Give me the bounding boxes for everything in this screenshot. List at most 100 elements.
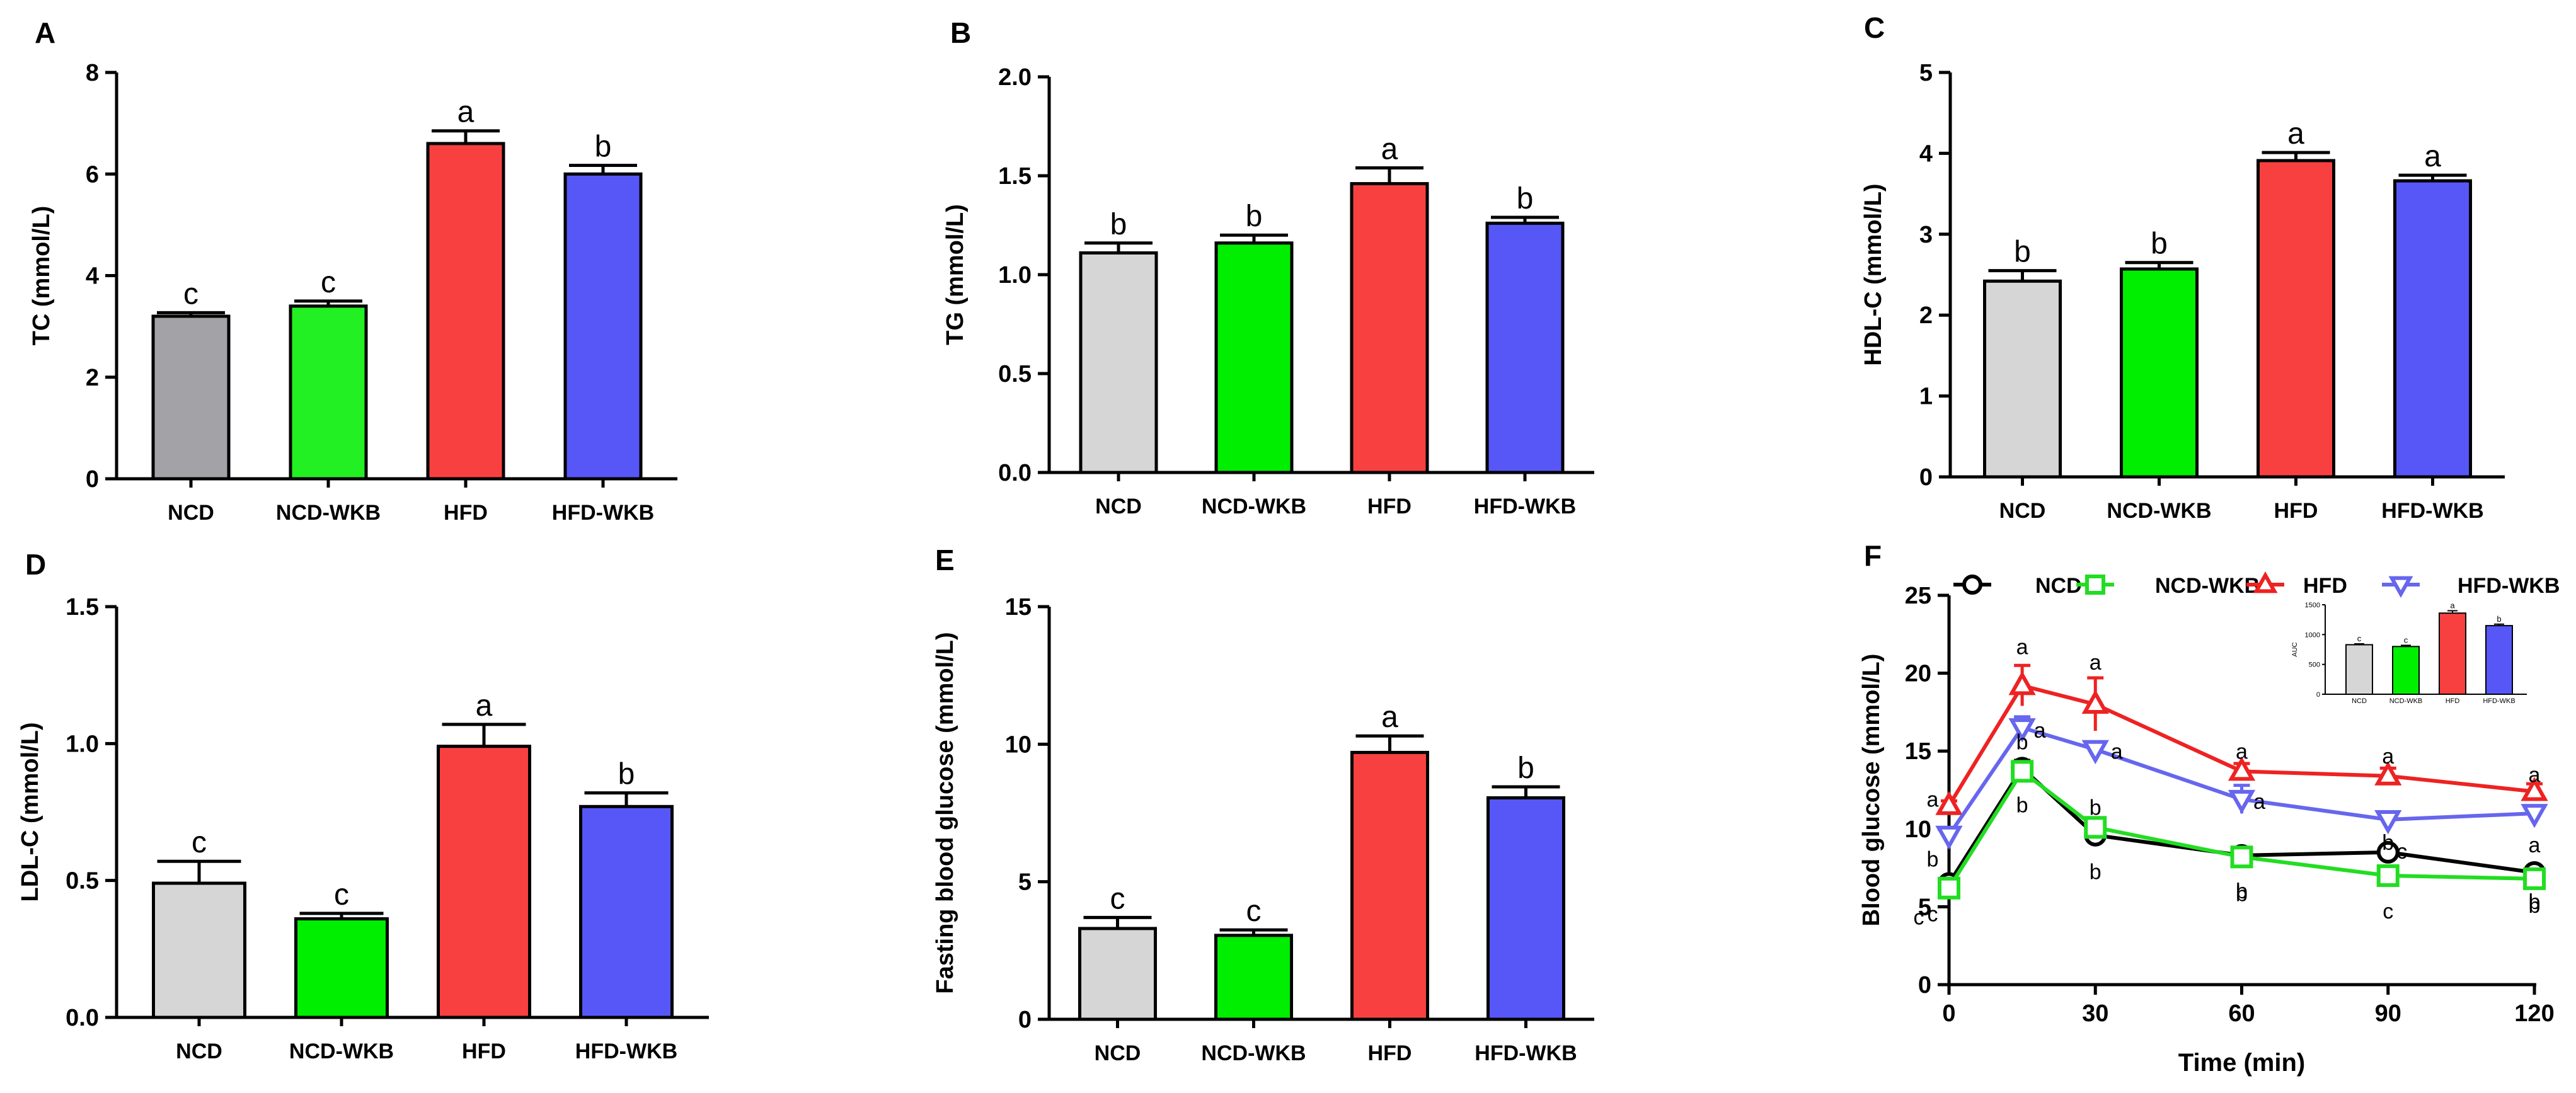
significance-letter-hfd: a — [2090, 651, 2102, 675]
y-tick-label: 8 — [86, 60, 99, 86]
data-point-hfd-wkb — [2008, 718, 2036, 743]
data-point-hfd-wkb — [1935, 825, 1963, 850]
data-point-hfd — [2008, 671, 2036, 695]
y-tick-label: 0.5 — [998, 361, 1032, 387]
significance-letter-hfd-wkb: b — [1517, 752, 1534, 785]
y-tick-label: 2 — [1919, 302, 1933, 329]
significance-letter-ncd-wkb: b — [2090, 796, 2102, 820]
inset-bar-hfd — [2439, 612, 2466, 695]
bar-ncd-wkb — [1214, 934, 1293, 1021]
inset-y-axis-label: AUC — [2291, 642, 2299, 656]
legend-label-hfd: HFD — [2303, 574, 2347, 598]
y-tick-label: 2.0 — [998, 64, 1032, 91]
inset-x-tick-label-hfd-wkb: HFD-WKB — [2483, 697, 2515, 705]
data-point-ncd — [2376, 840, 2400, 864]
x-tick-label-ncd: NCD — [1999, 499, 2046, 523]
significance-letter-ncd-wkb: c — [2383, 900, 2393, 924]
y-tick-label: 20 — [1905, 661, 1931, 687]
y-tick-label: 10 — [1905, 816, 1931, 843]
y-tick-label: 2 — [86, 365, 99, 391]
bar-ncd-wkb — [2120, 267, 2199, 479]
bar-ncd — [1078, 927, 1157, 1021]
bar-ncd-wkb — [294, 917, 389, 1019]
inset-significance-letter: c — [2404, 635, 2408, 644]
significance-letter-ncd: b — [1110, 208, 1127, 241]
bar-hfd-wkb — [2393, 179, 2472, 479]
data-point-hfd — [2081, 689, 2109, 714]
data-point-ncd-wkb — [2011, 760, 2034, 783]
significance-letter-hfd-wkb: b — [618, 758, 635, 791]
series-line-hfd-wkb — [1947, 725, 2535, 837]
y-axis-label: LDL-C (mmol/L) — [17, 723, 43, 902]
y-tick-label: 0.0 — [66, 1005, 99, 1031]
legend-marker-ncd-wkb — [2085, 575, 2105, 595]
inset-x-tick-label-ncd: NCD — [2352, 697, 2367, 705]
y-axis-label: TG (mmol/L) — [942, 204, 969, 345]
y-tick-label: 5 — [1018, 869, 1032, 896]
significance-letter-hfd: a — [2382, 745, 2394, 769]
bar-hfd — [1350, 750, 1429, 1021]
significance-letter-ncd: b — [2236, 879, 2248, 903]
inset-auc-chart: 0 500 1000 1500 AUC c NCD c NCD-WKB a HFD b HFD-WKB — [2291, 600, 2527, 705]
x-tick-label-ncd-wkb: NCD-WKB — [276, 501, 381, 525]
legend-marker-hfd-wkb — [2388, 576, 2413, 598]
significance-letter-hfd-wkb: b — [1517, 182, 1534, 215]
panel-letter: F — [1864, 539, 1882, 572]
x-tick-label-ncd-wkb: NCD-WKB — [289, 1039, 394, 1063]
data-point-hfd-wkb — [2228, 789, 2256, 815]
significance-letter-hfd: a — [2236, 740, 2248, 764]
y-tick-label: 1.0 — [998, 262, 1032, 289]
x-axis-label: Time (min) — [2178, 1049, 2306, 1077]
data-point-ncd-wkb — [1938, 876, 1960, 900]
series-hfd — [1935, 663, 2548, 815]
x-tick-label-hfd: HFD — [1368, 1041, 1412, 1065]
y-tick-label: 6 — [86, 161, 99, 188]
panel-letter: D — [25, 548, 46, 581]
inset-bar-ncd — [2345, 644, 2373, 695]
significance-letter-ncd: b — [2014, 236, 2031, 269]
inset-x-tick-label-hfd: HFD — [2446, 697, 2460, 705]
data-point-ncd-wkb — [2523, 867, 2546, 890]
bar-hfd — [1350, 182, 1429, 474]
x-tick-label-hfd: HFD — [462, 1039, 506, 1063]
legend-label-ncd: NCD — [2035, 574, 2082, 598]
significance-letter-ncd-wkb: c — [1246, 895, 1262, 928]
y-tick-label: 1.0 — [66, 731, 99, 757]
x-tick-label: 120 — [2514, 1000, 2554, 1027]
y-tick-label: 15 — [1005, 594, 1032, 621]
significance-letter-hfd-wkb: a — [2529, 833, 2541, 857]
bar-ncd — [1079, 251, 1158, 474]
y-axis-label: Fasting blood glucose (mmol/L) — [932, 632, 958, 993]
y-tick-label: 5 — [1919, 60, 1933, 86]
legend-marker-ncd — [1962, 575, 1982, 595]
y-axis-label: Blood glucose (mmol/L) — [1858, 654, 1885, 927]
y-tick-label: 4 — [86, 263, 99, 290]
y-tick-label: 10 — [1005, 731, 1032, 758]
y-tick-label: 0 — [1018, 1007, 1032, 1033]
significance-letter-hfd-wkb: a — [2111, 740, 2123, 764]
y-axis-label: HDL-C (mmol/L) — [1860, 183, 1887, 365]
inset-y-tick-label: 0 — [2316, 691, 2320, 699]
x-tick-label-hfd-wkb: HFD-WKB — [2381, 499, 2483, 523]
bar-hfd-wkb — [1486, 796, 1565, 1021]
data-point-ncd-wkb — [2376, 864, 2400, 887]
bar-hfd-wkb — [1485, 221, 1565, 474]
y-tick-label: 25 — [1905, 583, 1931, 609]
bar-hfd-wkb — [579, 804, 674, 1019]
data-point-hfd-wkb — [2081, 740, 2109, 765]
bar-hfd — [426, 142, 505, 481]
significance-letter-ncd-wkb: b — [2236, 882, 2248, 906]
significance-letter-ncd: c — [1110, 882, 1125, 915]
significance-letter-hfd: a — [2287, 117, 2304, 151]
significance-letter-hfd: a — [2016, 635, 2028, 659]
legend: NCD NCD-WKB HFD HFD-WKB — [1953, 571, 2560, 598]
significance-letter-ncd: c — [183, 277, 198, 311]
x-tick-label: 90 — [2375, 1000, 2401, 1027]
significance-letter-hfd-wkb: b — [2382, 831, 2394, 855]
inset-significance-letter: a — [2450, 600, 2455, 610]
inset-y-tick-label: 500 — [2309, 661, 2320, 669]
y-axis-label: TC (mmol/L) — [28, 206, 55, 346]
x-tick-label-hfd-wkb: HFD-WKB — [575, 1039, 677, 1063]
significance-letter-hfd: a — [2529, 763, 2541, 787]
